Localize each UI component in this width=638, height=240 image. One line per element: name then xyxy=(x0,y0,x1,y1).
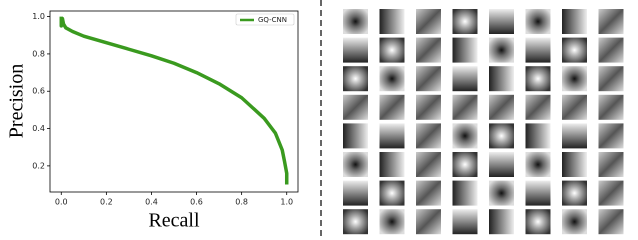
filter-thumb xyxy=(416,37,441,63)
filter-thumb xyxy=(452,9,478,34)
filter-thumb xyxy=(452,180,478,206)
filter-thumb xyxy=(416,123,441,149)
filter-thumb xyxy=(598,66,624,92)
filter-thumb xyxy=(416,209,441,235)
filter-thumb xyxy=(379,66,405,92)
filter-thumb xyxy=(379,37,405,63)
filter-thumb xyxy=(343,9,368,34)
series-line xyxy=(59,16,289,185)
filter-thumb xyxy=(562,66,587,92)
filter-thumb xyxy=(598,94,624,120)
filter-thumb xyxy=(416,152,441,177)
filter-thumb xyxy=(379,94,405,120)
filter-thumb xyxy=(562,209,587,235)
filter-thumb xyxy=(416,66,441,92)
y-tick-label: 0.6 xyxy=(32,87,45,96)
filter-thumb xyxy=(416,94,441,120)
y-tick-label: 1.0 xyxy=(32,12,45,21)
filter-thumb xyxy=(525,123,551,149)
filter-thumb xyxy=(525,180,551,206)
legend-box xyxy=(235,13,295,26)
filter-thumb xyxy=(562,9,587,34)
filter-thumb xyxy=(343,209,368,235)
filter-thumb xyxy=(416,9,441,34)
filter-thumb xyxy=(489,123,514,149)
filter-thumb xyxy=(343,123,368,149)
filter-thumb xyxy=(452,66,478,92)
filter-thumb xyxy=(452,37,478,63)
filter-thumb xyxy=(452,123,478,149)
filter-thumb xyxy=(525,66,551,92)
filter-thumb xyxy=(452,209,478,235)
y-axis-label: Precision xyxy=(6,64,28,138)
filter-thumb xyxy=(562,37,587,63)
x-tick-label: 0.0 xyxy=(55,198,68,207)
filter-thumb xyxy=(489,37,514,63)
filter-thumb xyxy=(489,180,514,206)
filter-thumb xyxy=(525,209,551,235)
x-tick-label: 0.8 xyxy=(235,198,248,207)
y-tick-label: 0.2 xyxy=(32,161,45,170)
y-tick-label: 0.8 xyxy=(32,49,45,58)
filter-thumb xyxy=(489,66,514,92)
filter-grid xyxy=(343,9,624,235)
filter-thumb xyxy=(525,94,551,120)
filter-thumb xyxy=(562,123,587,149)
filter-thumb xyxy=(562,180,587,206)
filter-thumb xyxy=(379,9,405,34)
filter-thumb xyxy=(452,152,478,177)
filter-thumb xyxy=(343,37,368,63)
filter-thumb xyxy=(489,94,514,120)
filter-thumb xyxy=(525,9,551,34)
x-tick-label: 0.2 xyxy=(100,198,113,207)
x-tick-label: 1.0 xyxy=(280,198,293,207)
filter-thumb xyxy=(489,9,514,34)
filter-thumb xyxy=(379,152,405,177)
filter-thumb xyxy=(489,209,514,235)
filter-thumb xyxy=(452,94,478,120)
filter-thumb xyxy=(525,152,551,177)
x-tick-label: 0.4 xyxy=(145,198,158,207)
filter-thumb xyxy=(598,152,624,177)
plot-frame xyxy=(49,10,299,193)
filter-thumb xyxy=(379,209,405,235)
x-axis-label: Recall xyxy=(148,210,200,232)
filter-thumb xyxy=(598,123,624,149)
filter-thumb xyxy=(379,123,405,149)
y-tick-label: 0.4 xyxy=(32,124,45,133)
filter-thumb xyxy=(562,94,587,120)
legend-label: GQ-CNN xyxy=(258,16,287,24)
filter-thumb xyxy=(379,180,405,206)
filter-thumb xyxy=(525,37,551,63)
filter-thumb xyxy=(343,152,368,177)
filter-thumb xyxy=(343,180,368,206)
filter-thumb xyxy=(343,94,368,120)
filter-thumb xyxy=(598,209,624,235)
filter-thumb xyxy=(598,37,624,63)
filter-thumb xyxy=(343,66,368,92)
filter-thumb xyxy=(489,152,514,177)
filter-thumb xyxy=(562,152,587,177)
x-tick-label: 0.6 xyxy=(190,198,203,207)
filter-thumb xyxy=(416,180,441,206)
filter-thumb xyxy=(598,9,624,34)
filter-thumb xyxy=(598,180,624,206)
